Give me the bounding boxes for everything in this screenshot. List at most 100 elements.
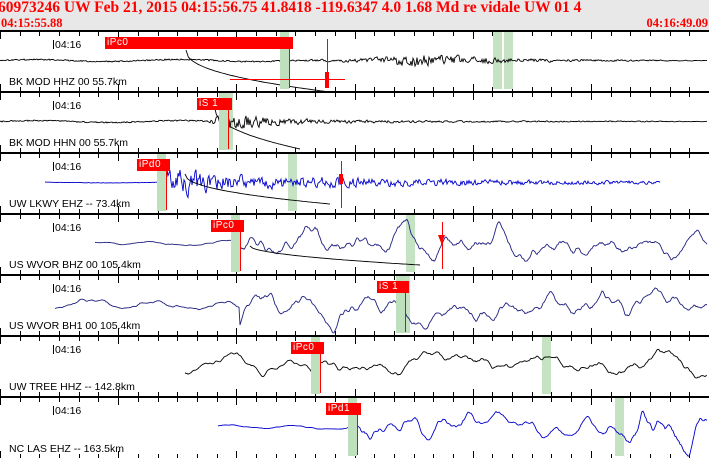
axis-tick: [689, 392, 690, 396]
axis-tick: [394, 215, 395, 219]
channel-label[interactable]: US WVOR BHZ 00 105.4km: [9, 259, 141, 271]
phase-pick-label[interactable]: iPc0: [105, 37, 293, 49]
axis-tick: [79, 276, 80, 280]
axis-tick: [59, 209, 60, 213]
phase-pick-label[interactable]: iS 1: [377, 281, 409, 293]
axis-tick: [79, 270, 80, 274]
axis-tick: [197, 209, 198, 213]
time-axis-bottom: [0, 389, 709, 396]
axis-tick: [79, 392, 80, 396]
trace-row[interactable]: iPd0 04:16 UW LKWY EHZ -- 73.4km: [0, 152, 709, 213]
axis-tick: [650, 331, 651, 335]
time-axis[interactable]: [0, 276, 709, 284]
waveform: [217, 410, 708, 457]
axis-tick: [630, 148, 631, 152]
axis-tick: [414, 270, 415, 274]
axis-tick: [138, 454, 139, 458]
time-axis[interactable]: [0, 215, 709, 223]
phase-pick-label[interactable]: iPc0: [211, 220, 244, 232]
waveform-path: [0, 54, 708, 68]
amplitude-measure-handle[interactable]: [339, 174, 343, 184]
axis-tick: [158, 398, 159, 402]
time-axis[interactable]: [0, 93, 709, 101]
axis-tick: [630, 154, 631, 158]
axis-tick: [295, 454, 296, 458]
trace-row-divider: [0, 91, 709, 93]
phase-pick-line[interactable]: [166, 161, 167, 210]
phase-pick-line[interactable]: [289, 39, 290, 88]
axis-tick: [118, 337, 119, 344]
amplitude-measure-line[interactable]: [405, 283, 406, 330]
axis-tick: [512, 209, 513, 213]
axis-tick: [414, 209, 415, 213]
axis-tick: [394, 270, 395, 274]
amplitude-measure-line[interactable]: [228, 100, 229, 147]
channel-label[interactable]: BK MOD HHZ 00 55.7km: [9, 76, 127, 88]
axis-tick: [512, 398, 513, 402]
axis-tick: [630, 215, 631, 219]
channel-label[interactable]: NC LAS EHZ -- 163.5km: [9, 443, 124, 455]
phase-pick-label[interactable]: iPd1: [326, 403, 361, 415]
axis-tick: [394, 398, 395, 402]
axis-tick: [414, 32, 415, 36]
axis-tick: [118, 32, 119, 39]
axis-tick: [492, 148, 493, 152]
axis-tick: [532, 270, 533, 274]
trace-row[interactable]: iS 1 04:16 BK MOD HHN 00 55.7km: [0, 91, 709, 152]
axis-tick: [138, 331, 139, 335]
axis-tick: [453, 215, 454, 219]
axis-tick: [39, 32, 40, 36]
phase-pick-label[interactable]: iS 1: [197, 98, 232, 110]
axis-tick: [630, 276, 631, 280]
axis-tick: [532, 154, 533, 158]
axis-tick: [374, 331, 375, 335]
axis-tick: [512, 454, 513, 458]
channel-label[interactable]: UW LKWY EHZ -- 73.4km: [9, 198, 131, 210]
time-axis[interactable]: [0, 337, 709, 345]
axis-tick: [236, 337, 237, 344]
trace-row[interactable]: iS 1 04:16 US WVOR BH1 00 105.4km: [0, 274, 709, 335]
axis-tick: [59, 93, 60, 97]
axis-tick: [492, 392, 493, 396]
phase-pick-line[interactable]: [240, 222, 241, 271]
amplitude-measure-line[interactable]: [320, 344, 321, 391]
amplitude-measure-line[interactable]: [341, 161, 342, 208]
phase-pick-label[interactable]: iPd0: [137, 159, 170, 171]
amplitude-measure-line[interactable]: [327, 39, 328, 86]
amplitude-measure-line[interactable]: [357, 405, 358, 453]
channel-label[interactable]: UW TREE HHZ -- 142.8km: [9, 381, 135, 393]
trace-row[interactable]: iPd1 04:16 NC LAS EHZ -- 163.5km: [0, 396, 709, 458]
axis-tick: [591, 451, 592, 458]
time-axis[interactable]: [0, 32, 709, 40]
axis-tick: [138, 398, 139, 402]
trace-row[interactable]: iPc0 04:16 US WVOR BHZ 00 105.4km: [0, 213, 709, 274]
phase-pick-label[interactable]: iPc0: [291, 342, 324, 354]
axis-tick: [650, 398, 651, 402]
axis-tick: [217, 209, 218, 213]
amplitude-measure-line[interactable]: [442, 222, 443, 269]
axis-tick: [138, 93, 139, 97]
axis-tick: [315, 454, 316, 458]
axis-tick: [433, 270, 434, 274]
event-title: 60973246 UW Feb 21, 2015 04:15:56.75 41.…: [0, 0, 582, 16]
axis-tick: [551, 215, 552, 219]
pick-window-band: [311, 337, 320, 394]
trace-row[interactable]: iPc0 04:16 BK MOD HHZ 00 55.7km: [0, 30, 709, 91]
axis-tick: [394, 32, 395, 36]
time-axis[interactable]: [0, 154, 709, 162]
axis-tick: [689, 32, 690, 36]
amplitude-measure-handle[interactable]: [438, 235, 445, 244]
trace-row[interactable]: iPc0 04:16 UW TREE HHZ -- 142.8km: [0, 335, 709, 396]
axis-tick: [355, 267, 356, 274]
channel-label[interactable]: BK MOD HHN 00 55.7km: [9, 137, 129, 149]
axis-tick: [611, 392, 612, 396]
axis-tick: [512, 154, 513, 158]
axis-tick: [177, 154, 178, 158]
axis-tick: [492, 331, 493, 335]
amplitude-measure-handle[interactable]: [325, 72, 329, 88]
axis-tick: [335, 398, 336, 402]
axis-tick: [532, 209, 533, 213]
channel-label[interactable]: US WVOR BH1 00 105.4km: [9, 320, 141, 332]
amplitude-envelope: [184, 173, 331, 205]
axis-tick: [276, 148, 277, 152]
